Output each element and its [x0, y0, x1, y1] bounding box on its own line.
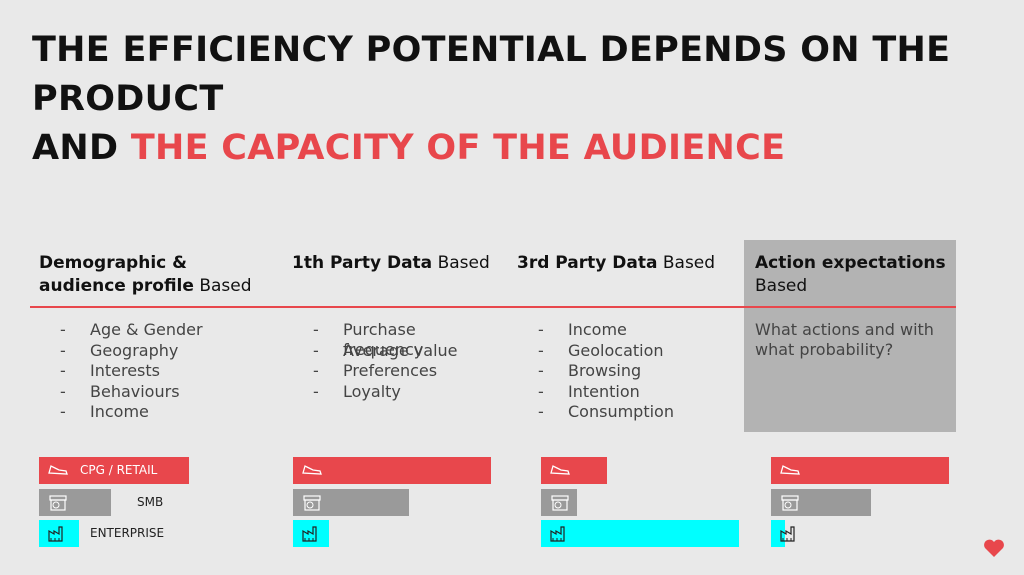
list-item: Income [90, 402, 149, 421]
list-item: Interests [90, 361, 160, 380]
list-item: Preferences [343, 361, 438, 380]
segment-icon [551, 495, 569, 511]
segment-icon [780, 526, 795, 542]
column-heading: 3rd Party Data Based [517, 252, 732, 275]
bar [771, 457, 949, 484]
heading-rest: Based [199, 276, 252, 296]
segment-label: SMB [137, 495, 164, 509]
title-line: THE EFFICIENCY POTENTIAL DEPENDS ON THE … [32, 30, 951, 119]
segment-icon [48, 526, 63, 542]
column-heading: Action expectations Based [755, 252, 955, 298]
heading-bold: Action expectations [755, 253, 946, 273]
segment-icon [48, 465, 68, 475]
dash: - [60, 361, 66, 380]
title-line: AND THE CAPACITY OF THE AUDIENCE [32, 124, 992, 173]
segment-icon [49, 495, 67, 511]
segment-icon [781, 495, 799, 511]
title-black: AND [32, 128, 119, 168]
list-item: Loyalty [343, 381, 401, 401]
heading-rest: Based [755, 276, 808, 296]
dash: - [60, 340, 66, 360]
list-item: Purchase frequency [343, 320, 424, 359]
dash: - [60, 402, 66, 421]
dash: - [538, 340, 544, 360]
bar [293, 520, 329, 547]
segment-icon [303, 495, 321, 511]
highlight-box [744, 240, 956, 432]
dash: - [313, 361, 319, 380]
dash: - [313, 320, 319, 339]
dash: - [313, 340, 319, 360]
dash: - [60, 381, 66, 401]
list-item: Income [568, 320, 627, 339]
heading-bold: 1th Party Data [292, 253, 433, 273]
bar [541, 520, 739, 547]
segment-label: ENTERPRISE [90, 526, 165, 540]
divider [30, 306, 956, 308]
dash: - [60, 320, 66, 339]
segment-icon [550, 526, 565, 542]
heading-rest: Based [437, 253, 490, 273]
heading-rest: Based [662, 253, 716, 273]
column-heading: 1th Party Data Based [292, 252, 507, 275]
segment-icon [780, 465, 800, 475]
bar [293, 457, 491, 484]
segment-label: CPG / RETAIL [80, 463, 158, 477]
title: THE EFFICIENCY POTENTIAL DEPENDS ON THE … [32, 26, 992, 173]
list-item: Consumption [568, 402, 674, 421]
list-item: Browsing [568, 361, 642, 380]
heading-bold: Demographic & audience profile [39, 253, 194, 296]
column-heading: Demographic & audience profile Based [39, 252, 264, 298]
heart-icon [984, 539, 1004, 557]
dash: - [313, 381, 319, 401]
segment-icon [550, 465, 570, 475]
dash: - [538, 361, 544, 380]
title-red: THE CAPACITY OF THE AUDIENCE [130, 128, 786, 168]
list-item: Behaviours [90, 381, 180, 401]
dash: - [538, 402, 544, 421]
list-item: Geolocation [568, 340, 664, 360]
segment-icon [302, 465, 322, 475]
description: What actions and with what probability? [755, 320, 934, 359]
dash: - [538, 381, 544, 401]
heading-bold: 3rd Party Data [517, 253, 658, 273]
list-item: Geography [90, 340, 179, 360]
segment-icon [302, 526, 317, 542]
list-item: Age & Gender [90, 320, 203, 339]
list-item: Average value [343, 340, 458, 360]
dash: - [538, 320, 544, 339]
list-item: Intention [568, 381, 640, 401]
